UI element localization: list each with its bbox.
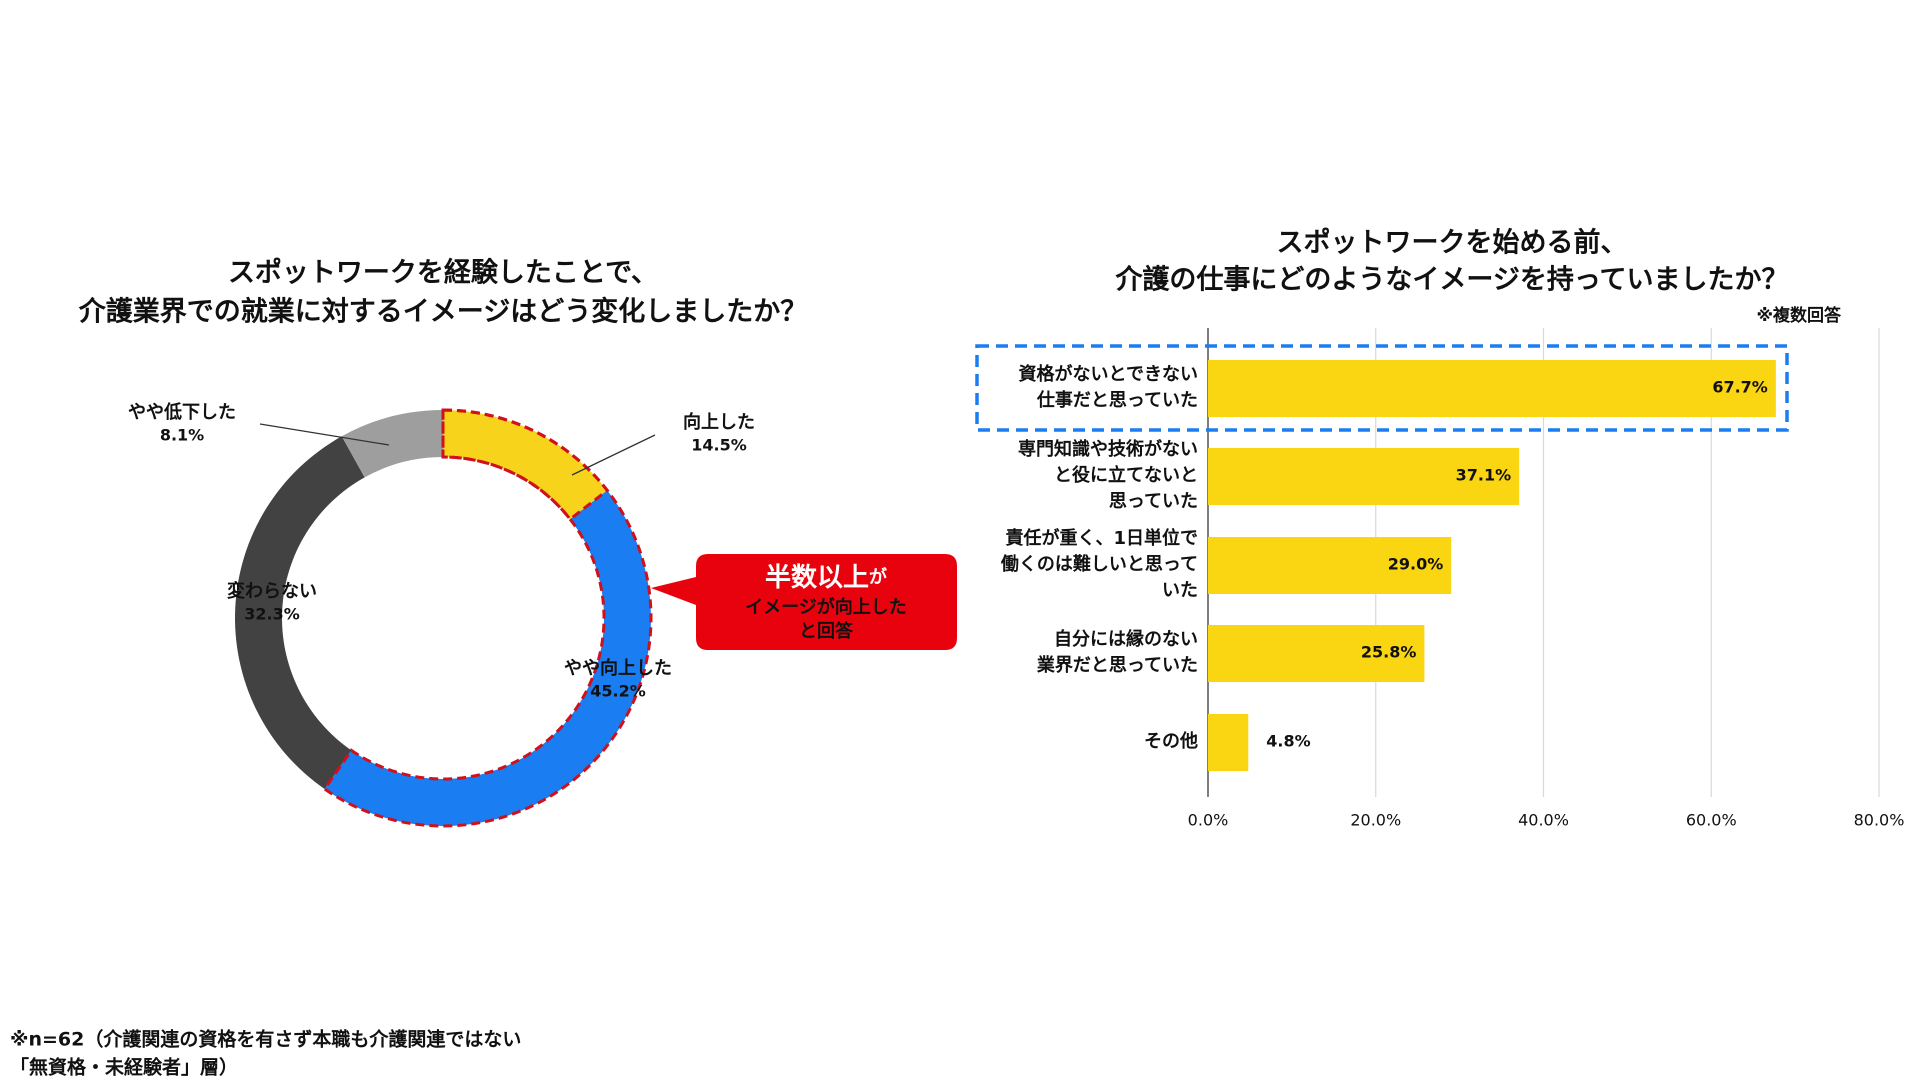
callout-text: と回答 [799,620,854,642]
callout-text: 半数以上が [765,563,887,593]
chart-title: 介護の仕事にどのようなイメージを持っていましたか？ [1114,264,1788,296]
donut-segment [341,410,443,478]
y-tick-label: 思っていた [1109,491,1198,512]
highlight-box [975,344,1789,432]
donut-segment [234,436,365,789]
slice-value: 14.5% [691,436,747,455]
value-label: 67.7% [1712,378,1768,397]
callout-text: 半数以上 [765,563,869,593]
x-tick-label: 40.0% [1518,811,1569,830]
y-tick-label: その他 [1144,730,1198,752]
slice-value: 45.2% [590,682,646,701]
bar [1208,448,1520,505]
callout-text: イメージが向上した [745,596,907,618]
slice-label: やや向上した [564,657,672,679]
chart-title: スポットワークを経験したことで、 [228,257,658,289]
bar [1208,625,1425,682]
donut-segment [443,410,608,520]
footnote: 「無資格・未経験者」層） [10,1056,238,1079]
callout-text: が [869,566,887,588]
y-tick-label: 資格がないとできない [1019,363,1198,385]
value-label: 37.1% [1456,466,1512,485]
chart-note: ※複数回答 [1756,305,1842,326]
value-label: 4.8% [1266,732,1310,751]
slice-label: 向上した [683,411,755,433]
leader-line [571,434,656,476]
callout [651,554,957,650]
chart-title: 介護業界での就業に対するイメージはどう変化しましたか？ [78,296,807,328]
x-tick-label: 80.0% [1854,811,1905,830]
highlight-outline [322,408,653,828]
y-tick-label: いた [1162,580,1198,601]
bar [1208,537,1452,594]
bar [1208,714,1249,771]
slice-value: 8.1% [160,426,204,445]
y-tick-label: 自分には縁のない [1054,628,1198,650]
footnote: ※n=62（介護関連の資格を有さず本職も介護関連ではない [10,1028,521,1051]
chart-title: スポットワークを始める前、 [1277,227,1628,259]
donut-segment [324,490,652,826]
bar [1208,360,1776,417]
x-tick-label: 60.0% [1686,811,1737,830]
y-tick-label: 仕事だと思っていた [1036,389,1198,411]
slice-label: 変わらない [227,580,317,602]
value-label: 29.0% [1388,555,1444,574]
x-tick-label: 0.0% [1188,811,1229,830]
y-tick-label: 業界だと思っていた [1036,654,1198,676]
y-tick-label: と役に立てないと [1054,464,1198,486]
highlight-outline [441,408,610,522]
x-tick-label: 20.0% [1350,811,1401,830]
leader-line [259,423,390,446]
y-tick-label: 働くのは難しいと思って [1000,553,1198,575]
y-tick-label: 専門知識や技術がない [1018,438,1198,460]
value-label: 25.8% [1361,643,1417,662]
y-tick-label: 責任が重く、1日単位で [1005,527,1198,549]
slice-label: やや低下した [128,401,236,423]
slice-value: 32.3% [244,605,300,624]
